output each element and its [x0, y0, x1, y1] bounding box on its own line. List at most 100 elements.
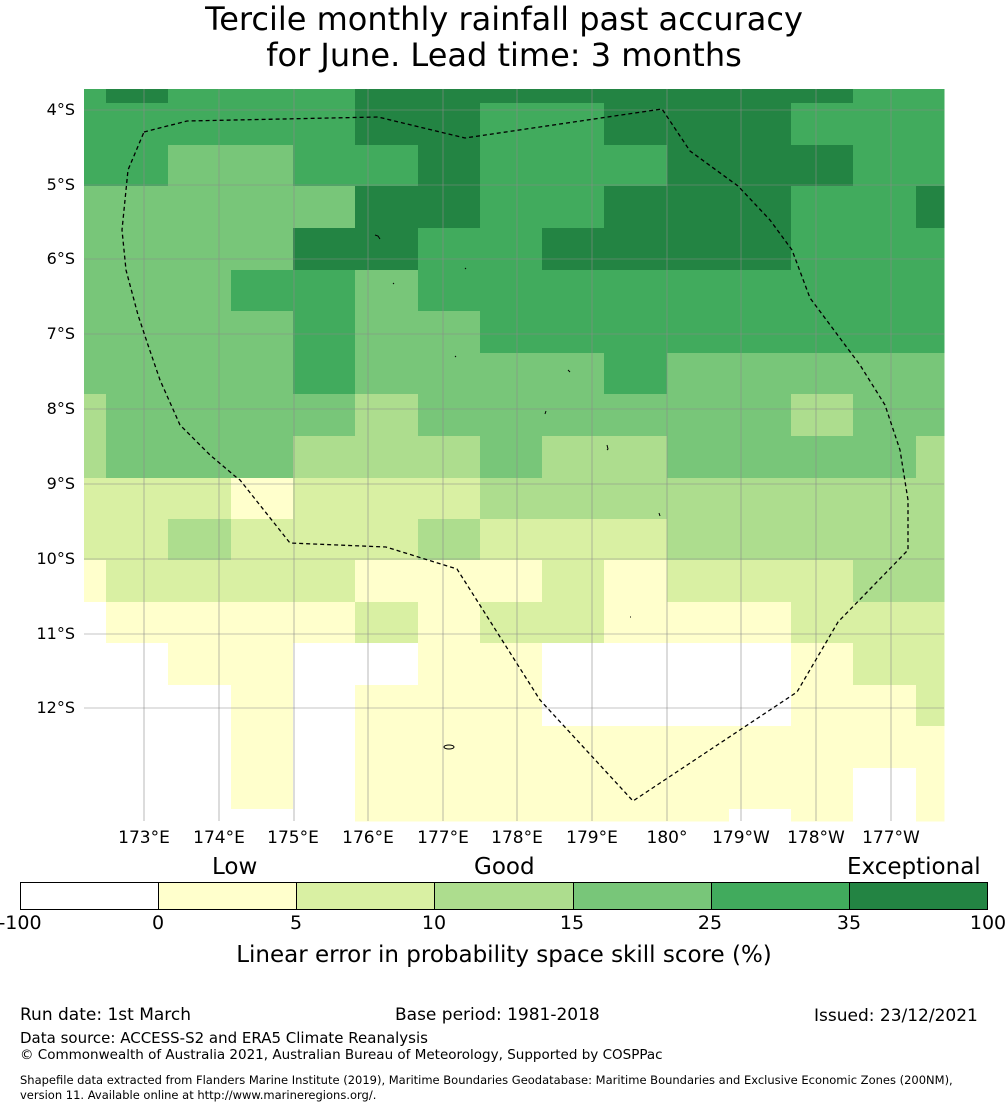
colorbar-tick: 25	[697, 912, 723, 934]
colorbar-tick: 0	[151, 912, 165, 934]
grid-cell	[418, 89, 481, 104]
grid-cell	[542, 436, 605, 479]
grid-cell	[916, 103, 945, 146]
grid-cell	[853, 768, 917, 810]
grid-cell	[355, 145, 419, 187]
grid-cell	[916, 809, 945, 822]
grid-cell	[480, 560, 543, 603]
grid-cell	[604, 353, 668, 395]
grid-cell	[853, 602, 917, 644]
shapefile-credit-1: Shapefile data extracted from Flanders M…	[20, 1073, 953, 1087]
grid-cell	[667, 311, 730, 354]
grid-cell	[106, 353, 169, 395]
grid-cell	[542, 809, 605, 822]
colorbar	[20, 882, 988, 910]
grid-cell	[293, 478, 356, 520]
grid-cell	[542, 602, 605, 644]
grid-cell	[355, 643, 419, 686]
grid-cell	[791, 228, 854, 271]
grid-cell	[791, 145, 854, 187]
grid-cell	[168, 89, 232, 104]
grid-cell	[231, 228, 294, 271]
grid-cell	[853, 726, 917, 769]
grid-cell	[729, 726, 792, 769]
grid-cell	[293, 353, 356, 395]
grid-cell	[604, 394, 668, 437]
lon-label-177w: 177°W	[862, 828, 920, 848]
grid-cell	[106, 602, 169, 644]
grid-cell	[729, 436, 792, 479]
grid-cell	[604, 685, 668, 727]
island	[606, 444, 609, 451]
grid-cell	[729, 353, 792, 395]
grid-cell	[293, 685, 356, 727]
category-good: Good	[474, 854, 535, 880]
grid-cell	[542, 228, 605, 271]
grid-cell	[418, 186, 481, 229]
grid-cell	[667, 186, 730, 229]
grid-cell	[791, 519, 854, 561]
grid-cell	[542, 685, 605, 727]
grid-cell	[418, 228, 481, 271]
grid-cell	[106, 560, 169, 603]
grid-cell	[480, 768, 543, 810]
grid-cell	[604, 519, 668, 561]
grid-cell	[604, 436, 668, 479]
grid-cell	[231, 809, 294, 822]
grid-cell	[480, 685, 543, 727]
grid-cell	[729, 560, 792, 603]
grid-cell	[84, 478, 107, 520]
grid-cell	[667, 560, 730, 603]
grid-cell	[168, 311, 232, 354]
grid-cell	[916, 89, 945, 104]
grid-cell	[168, 560, 232, 603]
grid-cell	[84, 103, 107, 146]
grid-cell	[168, 768, 232, 810]
grid-cell	[106, 519, 169, 561]
grid-cell	[791, 560, 854, 603]
run-date: Run date: 1st March	[20, 1005, 192, 1025]
grid-cell	[667, 145, 730, 187]
grid-cell	[84, 394, 107, 437]
grid-cell	[480, 394, 543, 437]
colorbar-tick: 15	[559, 912, 585, 934]
colorbar-segment	[159, 883, 298, 909]
grid-cell	[480, 89, 543, 104]
island	[454, 355, 457, 358]
grid-cell	[791, 643, 854, 686]
grid-cell	[480, 270, 543, 312]
colorbar-tick: 5	[289, 912, 303, 934]
grid-cell	[604, 726, 668, 769]
grid-cell	[853, 103, 917, 146]
grid-cell	[231, 602, 294, 644]
grid-cell	[84, 726, 107, 769]
grid-cell	[418, 519, 481, 561]
grid-cell	[84, 186, 107, 229]
lon-label-180: 180°	[646, 828, 688, 848]
lat-label-12s: 12°S	[36, 698, 75, 717]
grid-cell	[667, 685, 730, 727]
island	[464, 267, 467, 270]
grid-cell	[916, 560, 945, 603]
grid-cell	[729, 311, 792, 354]
grid-cell	[418, 768, 481, 810]
grid-cell	[729, 643, 792, 686]
grid-cell	[667, 643, 730, 686]
grid-cell	[667, 353, 730, 395]
grid-cell	[293, 145, 356, 187]
grid-cell	[418, 602, 481, 644]
grid-cell	[84, 685, 107, 727]
grid-cell	[916, 436, 945, 479]
grid-cell	[604, 311, 668, 354]
grid-cell	[231, 685, 294, 727]
colorbar-segment	[573, 883, 712, 909]
island	[374, 234, 381, 240]
grid-cell	[853, 560, 917, 603]
category-exceptional: Exceptional	[847, 854, 981, 880]
grid-cell	[293, 186, 356, 229]
grid-cell	[168, 809, 232, 822]
grid-cell	[480, 436, 543, 479]
lon-label-174e: 174°E	[193, 828, 245, 848]
grid-cell	[916, 186, 945, 229]
grid-cell	[729, 519, 792, 561]
